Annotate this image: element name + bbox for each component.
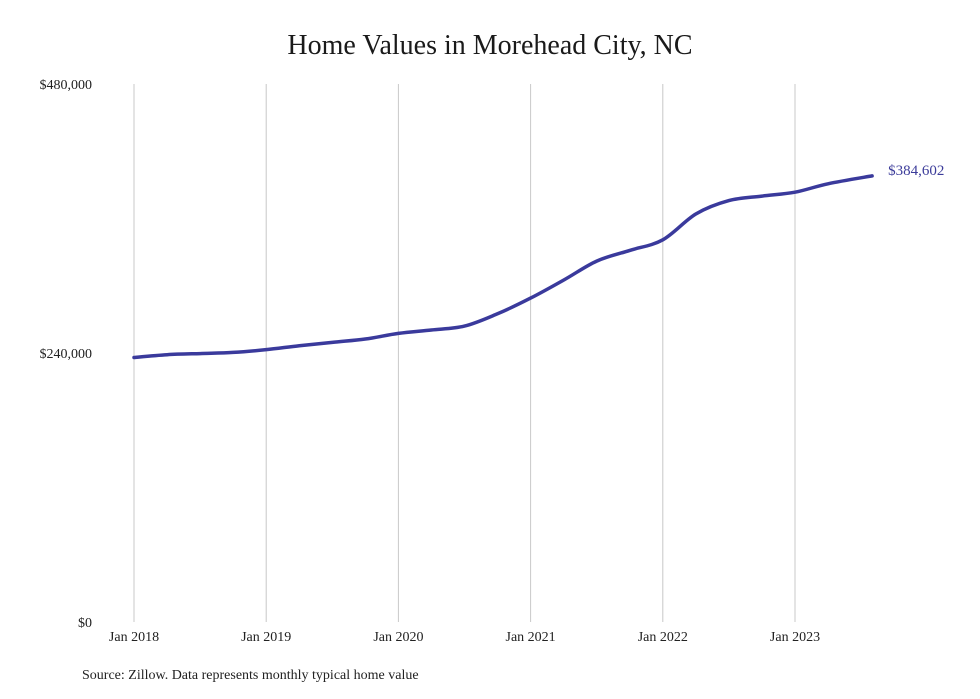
y-tick-label: $480,000 [40,78,93,93]
x-tick-label: Jan 2019 [241,630,291,645]
x-tick-label: Jan 2023 [770,630,820,645]
x-tick-label: Jan 2021 [506,630,556,645]
series-line [132,174,874,360]
y-tick-label: $0 [78,616,92,631]
x-tick-label: Jan 2020 [373,630,423,645]
x-tick-label: Jan 2022 [638,630,688,645]
source-note: Source: Zillow. Data represents monthly … [82,668,419,683]
y-tick-label: $240,000 [40,347,93,362]
chart-title: Home Values in Morehead City, NC [287,30,693,61]
x-tick-label: Jan 2018 [109,630,159,645]
end-value-label: $384,602 [888,163,944,179]
